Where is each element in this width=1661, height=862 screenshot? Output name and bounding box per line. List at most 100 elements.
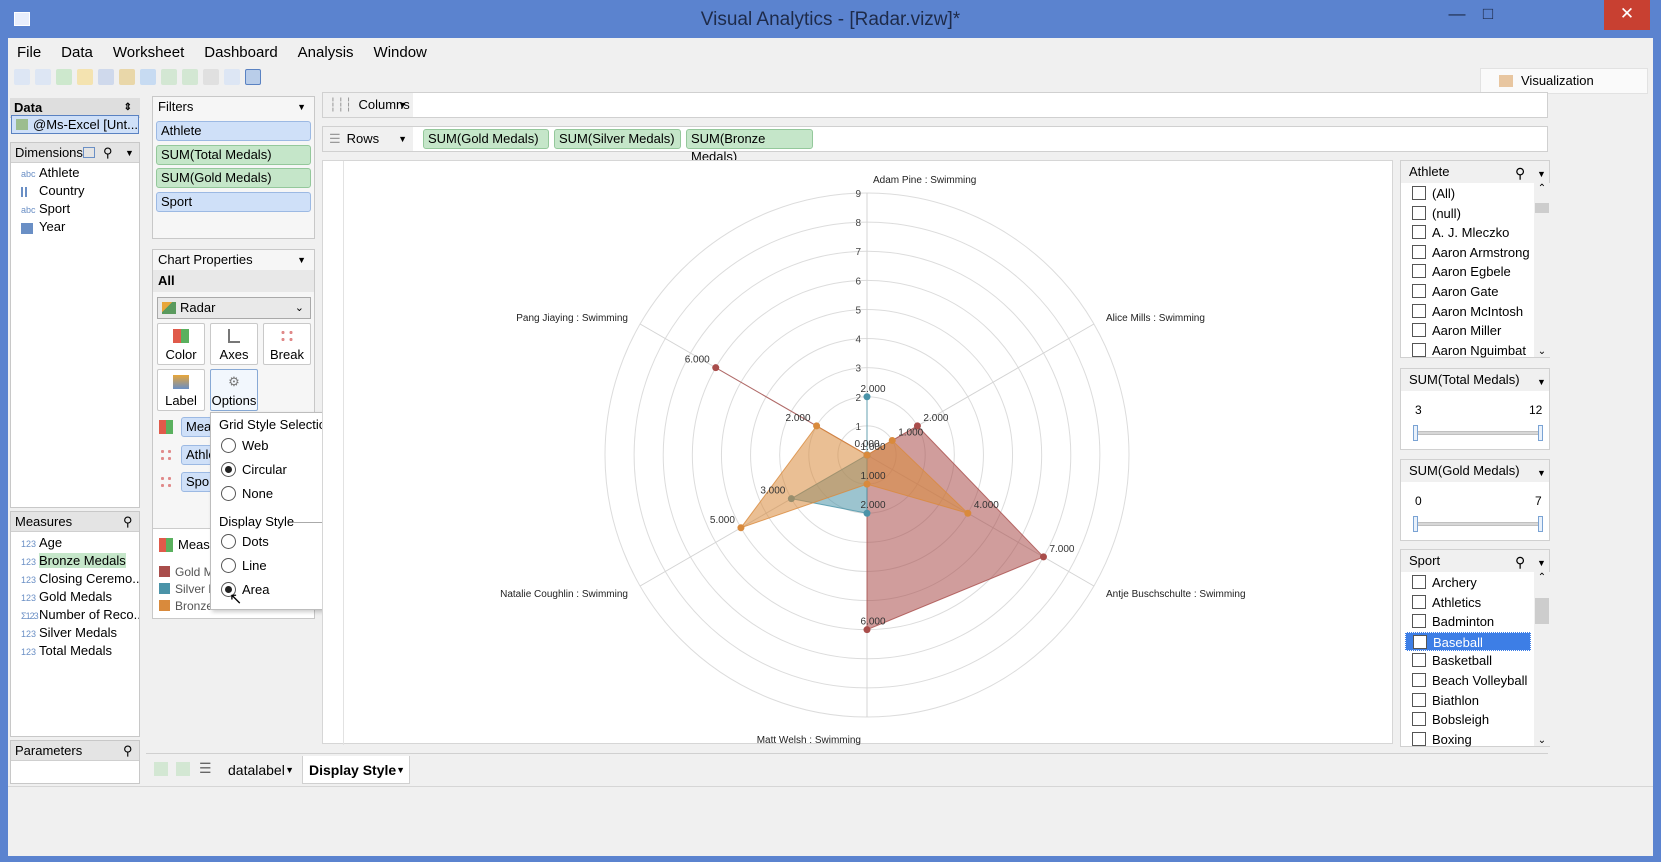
rows-pill-gold[interactable]: SUM(Gold Medals): [423, 129, 549, 149]
sport-menu-icon[interactable]: ▼: [1537, 558, 1546, 568]
rows-pill-silver[interactable]: SUM(Silver Medals): [554, 129, 681, 149]
chart-type-select[interactable]: Radar ⌄: [157, 297, 311, 319]
dimension-year[interactable]: dateYear: [11, 218, 139, 236]
dimension-sport[interactable]: abc Sport: [21, 201, 71, 216]
new-icon[interactable]: [56, 68, 72, 85]
radio-web[interactable]: [221, 438, 236, 453]
sport-item[interactable]: Bobsleigh: [1408, 710, 1549, 730]
checkbox[interactable]: [1412, 186, 1426, 200]
new-worksheet-icon[interactable]: [154, 762, 168, 776]
close-button[interactable]: ✕: [1604, 0, 1650, 30]
athlete-item[interactable]: (All): [1408, 184, 1549, 204]
total-medals-menu-icon[interactable]: ▼: [1537, 377, 1546, 387]
radio-dots[interactable]: [221, 534, 236, 549]
table-icon[interactable]: [83, 147, 95, 158]
gold-medals-min-handle[interactable]: [1413, 516, 1418, 532]
data-source-icon[interactable]: [119, 68, 135, 85]
chart-properties-menu-icon[interactable]: ▼: [297, 255, 306, 265]
label-button[interactable]: Label: [157, 369, 205, 411]
measure-closing-ceremony[interactable]: 123 Closing Ceremo...: [21, 571, 139, 586]
checkbox[interactable]: [1412, 575, 1426, 589]
athlete-item[interactable]: (null): [1408, 204, 1549, 224]
checkbox[interactable]: [1412, 731, 1426, 746]
sport-item[interactable]: Boxing: [1408, 730, 1549, 750]
display-dots-option[interactable]: Dots: [221, 534, 269, 549]
undo-icon[interactable]: [14, 68, 30, 85]
sort-asc-icon[interactable]: [161, 68, 177, 85]
sport-item[interactable]: Basketball: [1408, 651, 1549, 671]
dimensions-menu-icon[interactable]: ▼: [125, 148, 134, 158]
select-icon[interactable]: [224, 68, 240, 85]
save-icon[interactable]: [98, 68, 114, 85]
parameters-search-icon[interactable]: ⚲: [123, 743, 133, 758]
sport-item[interactable]: Beach Volleyball: [1408, 671, 1549, 691]
chart-icon[interactable]: [203, 68, 219, 85]
color-button[interactable]: Color: [157, 323, 205, 365]
athlete-item[interactable]: Aaron Gate: [1408, 282, 1549, 302]
data-source-selector[interactable]: @Ms-Excel [Unt...: [11, 115, 139, 134]
measure-silver-medals[interactable]: 123 Silver Medals: [21, 625, 118, 640]
measures-search-icon[interactable]: ⚲: [123, 514, 133, 529]
chart-canvas[interactable]: 1 2 3 4 5 6 7 8 9 Adam Pine : Swimming Alice Mill…: [322, 160, 1394, 745]
options-button[interactable]: ⚙ Options: [210, 369, 258, 411]
filter-athlete[interactable]: Athlete: [156, 121, 311, 141]
rows-pill-bronze[interactable]: SUM(Bronze Medals): [686, 129, 813, 164]
radar-chart[interactable]: 1 2 3 4 5 6 7 8 9 Adam Pine : Swimming Alice Mill…: [323, 161, 1394, 745]
radio-circular[interactable]: [221, 462, 236, 477]
athlete-item[interactable]: Aaron McIntosh: [1408, 302, 1549, 322]
visualization-button[interactable]: Visualization: [1480, 68, 1648, 94]
columns-shelf[interactable]: ┆┆┆ Columns ▼: [322, 92, 1548, 118]
checkbox[interactable]: [1412, 692, 1426, 707]
radio-area[interactable]: [221, 582, 236, 597]
gold-medals-slider-track[interactable]: [1415, 522, 1541, 526]
checkbox[interactable]: [1412, 244, 1426, 259]
redo-icon[interactable]: [35, 68, 51, 85]
athlete-item[interactable]: A. J. Mleczko: [1408, 223, 1549, 243]
athlete-item[interactable]: Aaron Nguimbat: [1408, 341, 1549, 361]
gold-medals-menu-icon[interactable]: ▼: [1537, 468, 1546, 478]
minimize-button[interactable]: —: [1448, 4, 1466, 23]
sport-scrollbar[interactable]: ⌃ ⌄: [1534, 572, 1550, 746]
axes-button[interactable]: Axes: [210, 323, 258, 365]
athlete-item[interactable]: Aaron Armstrong: [1408, 243, 1549, 263]
display-area-option[interactable]: Area: [221, 582, 269, 597]
group-icon[interactable]: [182, 68, 198, 85]
grid-web-option[interactable]: Web: [221, 438, 269, 453]
refresh-icon[interactable]: [140, 68, 156, 85]
sport-item[interactable]: Biathlon: [1408, 691, 1549, 711]
new-dashboard-icon[interactable]: [176, 762, 190, 776]
menu-file[interactable]: File: [17, 44, 42, 61]
measure-number-of-records[interactable]: Σ123Number of Reco...: [21, 607, 139, 622]
gold-medals-max-handle[interactable]: [1538, 516, 1543, 532]
total-medals-min-handle[interactable]: [1413, 425, 1418, 441]
maximize-button[interactable]: □: [1482, 4, 1494, 23]
filter-sport[interactable]: Sport: [156, 192, 311, 212]
display-line-option[interactable]: Line: [221, 558, 267, 573]
athlete-scrollbar[interactable]: ⌃ ⌄: [1534, 183, 1550, 357]
checkbox[interactable]: [1412, 205, 1426, 220]
scope-all[interactable]: All: [153, 270, 314, 292]
checkbox[interactable]: [1412, 672, 1426, 687]
dimension-country[interactable]: geoCountry: [11, 182, 139, 200]
filter-total-medals[interactable]: SUM(Total Medals): [156, 145, 311, 165]
dimension-athlete[interactable]: abc Athlete: [21, 165, 80, 180]
athlete-search-icon[interactable]: ⚲: [1515, 165, 1526, 181]
rows-shelf[interactable]: ☰ Rows ▼ SUM(Gold Medals) SUM(Silver Medal…: [322, 126, 1548, 164]
athlete-item[interactable]: Aaron Miller: [1408, 321, 1549, 341]
legend-item-silver[interactable]: Silver M: [159, 581, 218, 598]
athlete-item[interactable]: Aaron Egbele: [1408, 262, 1549, 282]
grid-none-option[interactable]: None: [221, 486, 273, 501]
checkbox[interactable]: [1412, 283, 1426, 298]
checkbox[interactable]: [1412, 653, 1426, 668]
checkbox[interactable]: [1412, 614, 1426, 629]
checkbox[interactable]: [1412, 225, 1426, 240]
checkbox[interactable]: [1412, 712, 1426, 727]
break-button[interactable]: Break: [263, 323, 311, 365]
checkbox[interactable]: [1412, 342, 1426, 357]
total-medals-max-handle[interactable]: [1538, 425, 1543, 441]
radio-line[interactable]: [221, 558, 236, 573]
menu-worksheet[interactable]: Worksheet: [112, 44, 185, 61]
checkbox[interactable]: [1412, 323, 1426, 338]
data-menu-icon[interactable]: ⇕: [123, 102, 132, 113]
measure-gold-medals[interactable]: 123 Gold Medals: [21, 589, 112, 604]
